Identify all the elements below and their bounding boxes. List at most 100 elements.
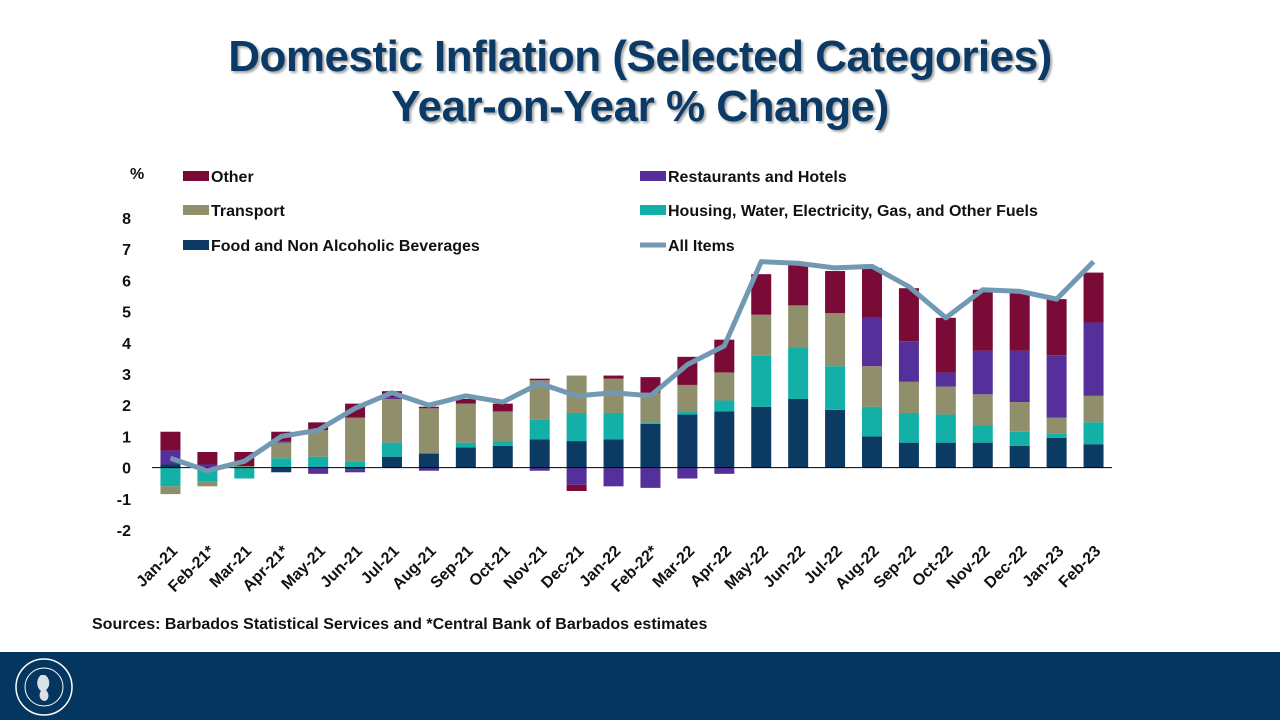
- bar-segment-restaurants: [1009, 350, 1030, 403]
- bar-segment-food: [898, 442, 919, 468]
- y-tick-label: 6: [122, 273, 131, 290]
- footer-bar: [0, 652, 1280, 720]
- bar-segment-transport: [825, 313, 846, 367]
- bar-segment-other: [972, 289, 993, 351]
- legend-label-restaurants: Restaurants and Hotels: [668, 169, 847, 186]
- bar-segment-food: [935, 442, 956, 468]
- bar-segment-transport: [640, 392, 661, 423]
- bar-segment-transport: [308, 430, 329, 457]
- bar-segment-transport: [529, 380, 550, 420]
- bar-segment-transport: [492, 411, 513, 442]
- bar-segment-housing: [566, 413, 587, 442]
- x-tick-label: Feb-23: [1056, 543, 1105, 592]
- bar-segment-other: [898, 288, 919, 342]
- bar-segment-other: [160, 431, 181, 451]
- bar-segment-food: [640, 423, 661, 468]
- y-tick-label: -1: [117, 492, 131, 509]
- bar-segment-housing: [492, 441, 513, 446]
- bar-segment-transport: [898, 381, 919, 413]
- bar-segment-housing: [751, 355, 772, 407]
- bar-segment-housing: [825, 366, 846, 410]
- inflation-chart: Other Restaurants and Hotels Transport Hous…: [117, 166, 1112, 596]
- bar-segment-other: [825, 271, 846, 314]
- legend-swatch-transport: [183, 205, 209, 215]
- bar-segment-other: [862, 267, 882, 318]
- bar-segment-housing: [345, 461, 366, 468]
- bar-segment-housing: [1083, 422, 1104, 445]
- bar-segment-transport: [751, 314, 772, 356]
- bar-segment-transport: [1046, 417, 1067, 434]
- y-axis-unit-label: %: [130, 166, 144, 183]
- y-tick-label: 8: [122, 211, 131, 228]
- bar-segment-housing: [603, 413, 624, 440]
- central-bank-seal-logo: [15, 658, 73, 716]
- bar-segment-transport: [677, 384, 698, 412]
- bar-segment-restaurants: [898, 341, 919, 382]
- bar-segment-restaurants: [603, 467, 624, 487]
- bar-segment-housing: [308, 456, 329, 468]
- bar-segment-transport: [234, 466, 255, 468]
- title-line-2: Year-on-Year % Change): [391, 82, 889, 131]
- bar-segment-housing: [898, 413, 919, 443]
- x-tick-label: Jun-22: [760, 543, 809, 592]
- bar-segment-restaurants: [640, 467, 661, 488]
- bar-segment-transport: [788, 305, 809, 348]
- bar-segment-restaurants: [1083, 322, 1104, 396]
- y-tick-label: 2: [122, 398, 131, 415]
- bar-segment-other: [935, 317, 956, 373]
- bar-segment-housing: [234, 467, 255, 479]
- bar-segment-food: [345, 467, 366, 470]
- bar-segment-transport: [1083, 395, 1104, 423]
- y-tick-label: 4: [122, 336, 131, 353]
- legend-label-food: Food and Non Alcoholic Beverages: [211, 238, 480, 255]
- bar-segment-other: [308, 422, 329, 431]
- bar-segment-transport: [382, 398, 402, 443]
- bar-segment-other: [751, 274, 772, 315]
- bar-segment-other: [455, 398, 476, 404]
- bar-segment-housing: [935, 414, 956, 443]
- bar-segment-restaurants: [308, 467, 329, 474]
- bar-segment-transport: [197, 481, 218, 487]
- legend-label-other: Other: [211, 169, 254, 186]
- bar-segment-other: [603, 375, 624, 379]
- bar-segment-housing: [862, 406, 882, 437]
- bar-segment-food: [566, 441, 587, 468]
- x-tick-label: Mar-22: [650, 543, 699, 592]
- bar-segment-transport: [271, 442, 292, 459]
- bar-segment-restaurants: [566, 467, 587, 485]
- y-tick-label: 3: [122, 367, 131, 384]
- bar-segment-housing: [455, 442, 476, 448]
- y-tick-label: -2: [117, 523, 131, 540]
- bar-segment-food: [1083, 444, 1104, 468]
- bar-segment-restaurants: [1046, 355, 1067, 418]
- bar-segment-food: [862, 436, 882, 468]
- bar-segment-transport: [1009, 402, 1030, 432]
- bar-segment-housing: [1009, 431, 1030, 446]
- bar-segment-food: [1009, 445, 1030, 468]
- bar-segment-other: [492, 403, 513, 412]
- bar-segment-restaurants: [529, 467, 550, 471]
- y-axis-ticks: 8 7 6 5 4 3 2 1 0 -1 -2: [117, 211, 131, 540]
- legend-label-housing: Housing, Water, Electricity, Gas, and Ot…: [668, 203, 1038, 220]
- bar-segment-food: [972, 442, 993, 468]
- bar-segment-other: [1046, 299, 1067, 356]
- bar-segment-housing: [788, 347, 809, 399]
- bar-segment-food: [603, 439, 624, 468]
- bar-segment-housing: [972, 425, 993, 443]
- all-items-series-line: [169, 259, 1096, 474]
- bar-segment-other: [788, 263, 809, 306]
- bar-segment-other: [566, 484, 587, 491]
- bar-segment-food: [418, 453, 439, 468]
- source-note: Sources: Barbados Statistical Services a…: [92, 616, 708, 633]
- bar-segment-transport: [160, 486, 181, 495]
- bar-segment-restaurants: [862, 317, 882, 367]
- bar-segment-housing: [271, 458, 292, 468]
- bar-segment-food: [825, 409, 846, 468]
- legend-swatch-other: [183, 171, 209, 181]
- bar-segment-food: [455, 447, 476, 468]
- y-tick-label: 1: [122, 429, 131, 446]
- bar-segment-transport: [935, 386, 956, 415]
- bar-segment-transport: [345, 417, 366, 462]
- bar-segment-housing: [160, 467, 181, 487]
- bar-segment-food: [382, 456, 402, 468]
